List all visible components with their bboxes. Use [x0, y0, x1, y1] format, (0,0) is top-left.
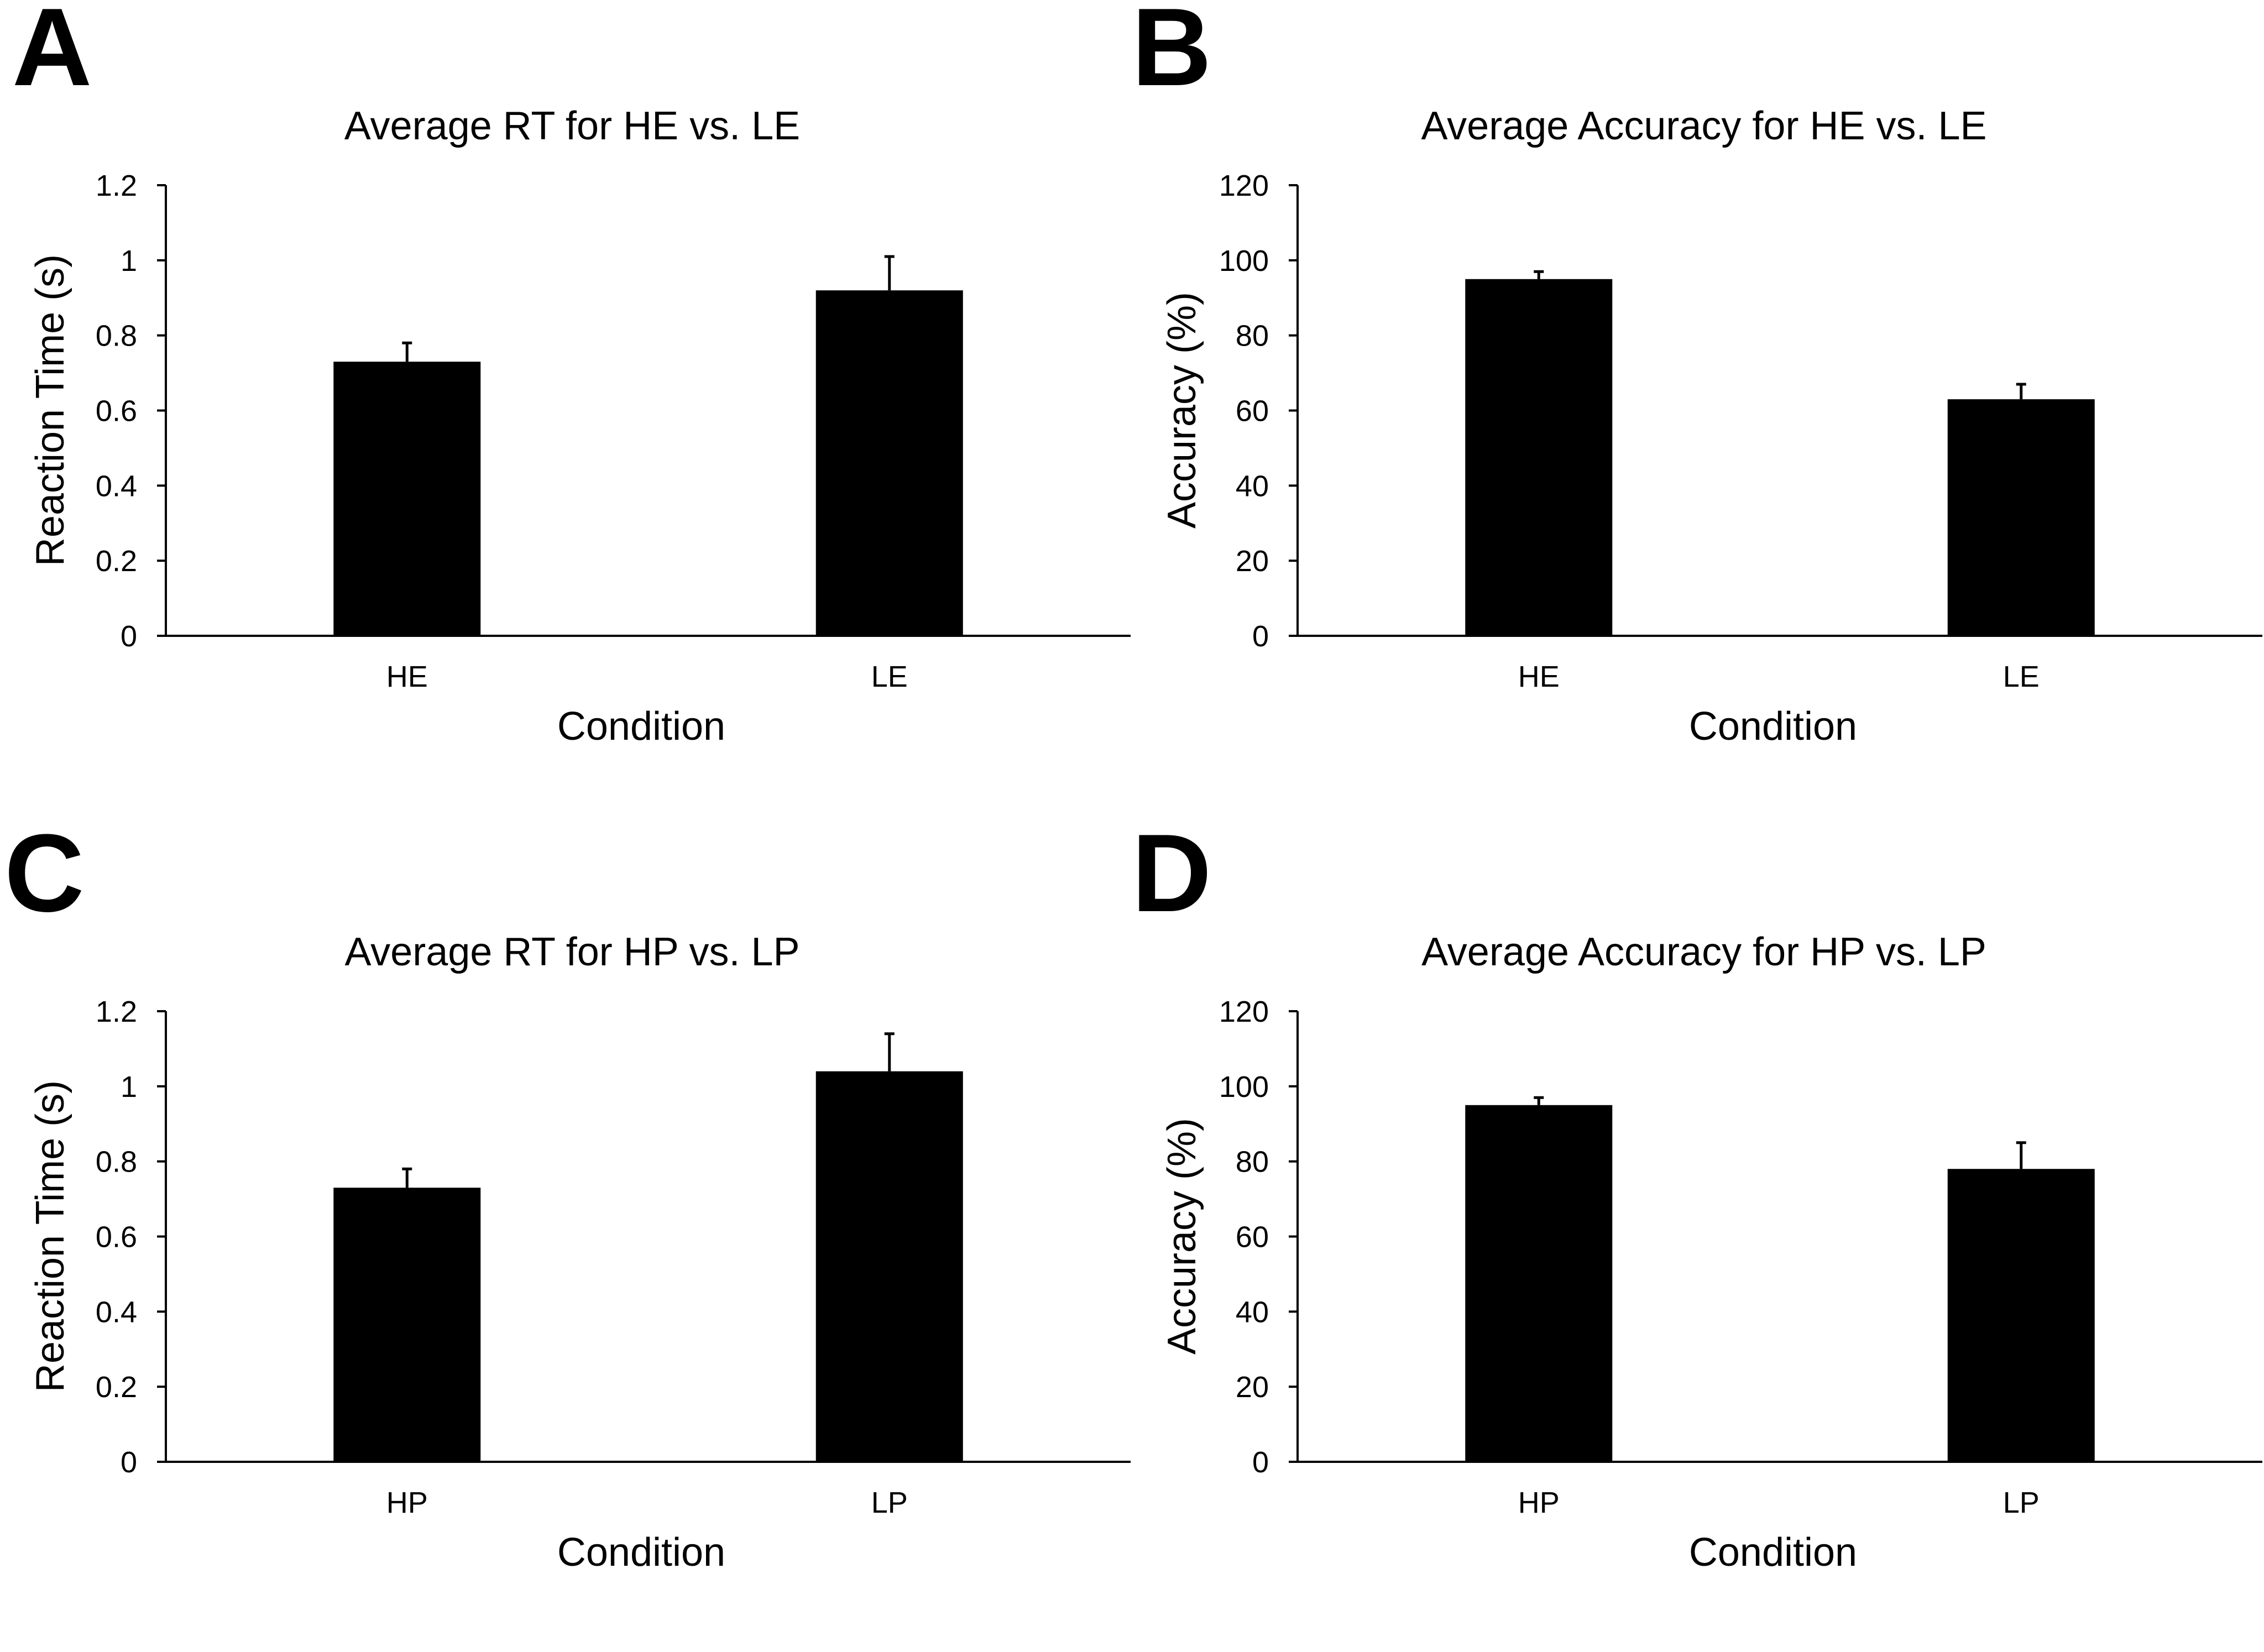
y-axis-label: Reaction Time (s): [28, 1080, 72, 1392]
x-axis-label: Condition: [1689, 1530, 1857, 1575]
panel-letter: B: [1132, 0, 1212, 109]
y-tick-label: 120: [1219, 169, 1269, 202]
y-tick-label: 40: [1236, 469, 1269, 503]
bar-hp: [333, 1188, 481, 1462]
y-tick-label: 0.4: [96, 469, 137, 503]
y-tick-label: 0.8: [96, 320, 137, 353]
y-tick-label: 0.4: [96, 1295, 137, 1329]
y-tick-label: 0.2: [96, 545, 137, 578]
x-tick-label: HP: [1518, 1486, 1560, 1519]
chart-title: Average RT for HP vs. LP: [344, 930, 799, 974]
panel-a: A Average RT for HE vs. LE 0 0.2 0.4 0.6 0.8 1…: [0, 0, 1132, 826]
y-tick-label: 80: [1236, 1146, 1269, 1179]
y-tick-label: 0: [121, 620, 137, 653]
y-tick-label: 1: [121, 1070, 137, 1104]
x-tick-label: HP: [386, 1486, 428, 1519]
y-tick-label: 0: [1252, 620, 1269, 653]
y-tick-label: 40: [1236, 1295, 1269, 1329]
y-tick-label: 0.6: [96, 1221, 137, 1254]
panel-letter: A: [12, 0, 92, 109]
y-tick-label: 1.2: [96, 995, 137, 1028]
x-axis-label: Condition: [1689, 704, 1857, 749]
chart-rt-hp-lp: Average RT for HP vs. LP 0 0.2 0.4 0.6 0.8 1 1.…: [28, 930, 1131, 1575]
bar-he: [333, 362, 481, 636]
chart-title: Average RT for HE vs. LE: [344, 104, 800, 148]
y-tick-label: 100: [1219, 1070, 1269, 1104]
y-tick-label: 1.2: [96, 169, 137, 202]
x-tick-label: LP: [2003, 1486, 2040, 1519]
panel-letter: D: [1132, 812, 1212, 935]
y-tick-label: 0: [1252, 1446, 1269, 1479]
bar-hp: [1465, 1105, 1613, 1462]
y-tick-label: 20: [1236, 545, 1269, 578]
x-tick-label: LE: [871, 660, 908, 693]
chart-title: Average Accuracy for HP vs. LP: [1421, 930, 1986, 974]
y-tick-label: 80: [1236, 320, 1269, 353]
panel-b: B Average Accuracy for HE vs. LE 0 20 40 60 8…: [1132, 0, 2263, 826]
y-tick-label: 60: [1236, 395, 1269, 428]
y-tick-label: 0.8: [96, 1146, 137, 1179]
x-axis-label: Condition: [557, 1530, 725, 1575]
chart-accuracy-he-le: Average Accuracy for HE vs. LE 0 20 40 60 80 1…: [1160, 104, 2262, 749]
bar-le: [815, 290, 963, 636]
y-tick-label: 0.2: [96, 1371, 137, 1404]
bar-le: [1947, 399, 2095, 636]
y-tick-label: 0.6: [96, 395, 137, 428]
y-tick-label: 20: [1236, 1371, 1269, 1404]
y-tick-label: 0: [121, 1446, 137, 1479]
bar-he: [1465, 279, 1613, 636]
chart-rt-he-le: Average RT for HE vs. LE 0 0.2 0.4 0.6 0.8 1 1.…: [28, 104, 1131, 749]
x-tick-label: HE: [1518, 660, 1560, 693]
y-tick-label: 1: [121, 244, 137, 278]
x-tick-label: LE: [2003, 660, 2040, 693]
bar-lp: [815, 1071, 963, 1462]
y-axis-label: Reaction Time (s): [28, 254, 72, 566]
bar-lp: [1947, 1169, 2095, 1462]
chart-title: Average Accuracy for HE vs. LE: [1421, 104, 1986, 148]
y-tick-label: 100: [1219, 244, 1269, 278]
x-tick-label: LP: [871, 1486, 908, 1519]
y-axis-label: Accuracy (%): [1160, 292, 1204, 529]
panel-c: C Average RT for HP vs. LP 0 0.2 0.4 0.6 0.8 1…: [0, 818, 1132, 1652]
y-axis-label: Accuracy (%): [1160, 1118, 1204, 1355]
chart-accuracy-hp-lp: Average Accuracy for HP vs. LP 0 20 40 60 80 1…: [1160, 930, 2262, 1575]
y-tick-label: 120: [1219, 995, 1269, 1028]
y-tick-label: 60: [1236, 1221, 1269, 1254]
x-axis-label: Condition: [557, 704, 725, 749]
panel-letter: C: [4, 812, 85, 935]
x-tick-label: HE: [386, 660, 428, 693]
panel-d: D Average Accuracy for HP vs. LP 0 20 40 60 8…: [1132, 818, 2263, 1652]
